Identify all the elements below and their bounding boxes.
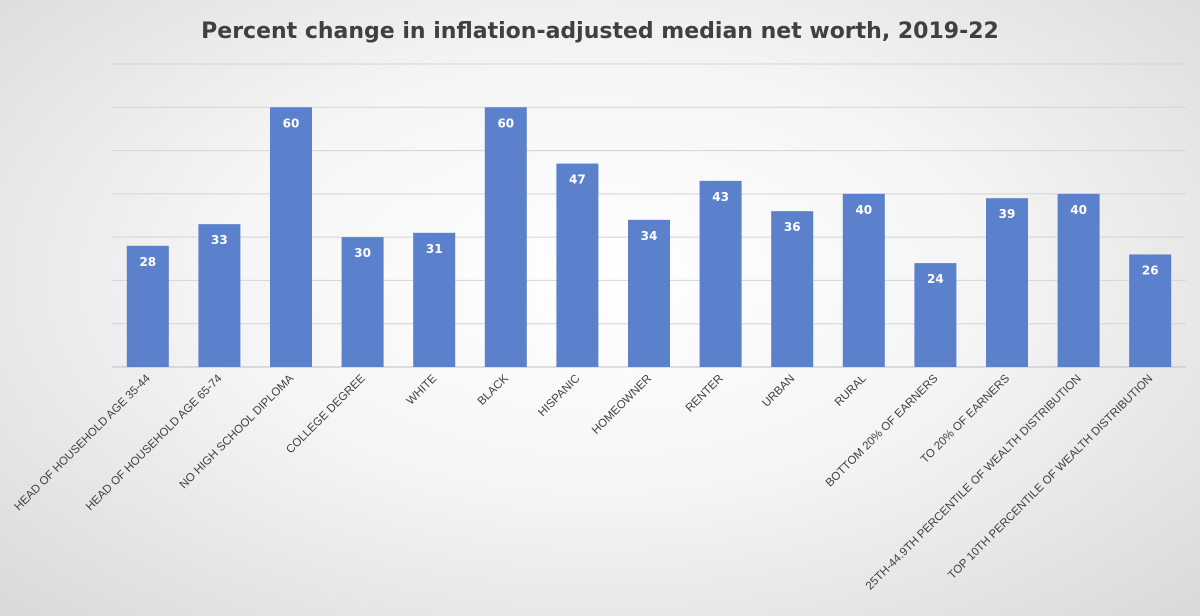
tick-label: BOTTOM 20% OF EARNERS [824,372,941,489]
data-label: 28 [139,255,156,269]
tick-label: NO HIGH SCHOOL DIPLOMA [178,372,297,491]
tick-label: HEAD OF HOUSEHOLD AGE 65-74 [84,372,225,513]
data-label: 60 [283,116,300,130]
data-label: 34 [641,229,658,243]
bar [628,219,670,367]
bar [413,232,456,367]
bar [986,198,1028,367]
bar [126,245,169,367]
data-label: 31 [426,242,443,256]
bars [126,107,1172,368]
data-label: 33 [211,233,228,247]
data-label: 30 [354,246,371,260]
bar [198,224,241,367]
data-label: 43 [712,190,729,204]
tick-label: RENTER [684,373,726,415]
tick-label: HISPANIC [536,373,582,419]
tick-label: RURAL [833,372,869,408]
data-label: 36 [784,220,801,234]
tick-label: WHITE [405,372,440,407]
tick-label: HEAD OF HOUSEHOLD AGE 35-44 [12,372,153,513]
tick-label: HOMEOWNER [590,373,654,437]
bar [699,180,742,367]
tick-label: BLACK [476,372,511,407]
chart-title: Percent change in inflation-adjusted med… [201,19,999,44]
data-label: 39 [999,207,1016,221]
bar [842,193,885,367]
data-label: 26 [1142,263,1159,277]
bar [341,237,384,367]
tick-label: URBAN [760,373,797,410]
data-label: 60 [497,116,514,130]
bar [1129,254,1172,367]
data-label: 40 [1070,203,1087,217]
bar [771,211,814,367]
bar [914,263,957,367]
data-label: 47 [569,173,586,187]
bar [270,107,312,368]
bar [556,163,599,367]
tick-label: COLLEGE DEGREE [284,372,368,456]
bar [1057,193,1100,367]
data-labels: 28 33 60 30 31 60 47 34 43 36 40 24 39 40 26 [139,116,1158,286]
data-label: 24 [927,272,944,286]
bar [484,107,527,368]
data-label: 40 [855,203,872,217]
